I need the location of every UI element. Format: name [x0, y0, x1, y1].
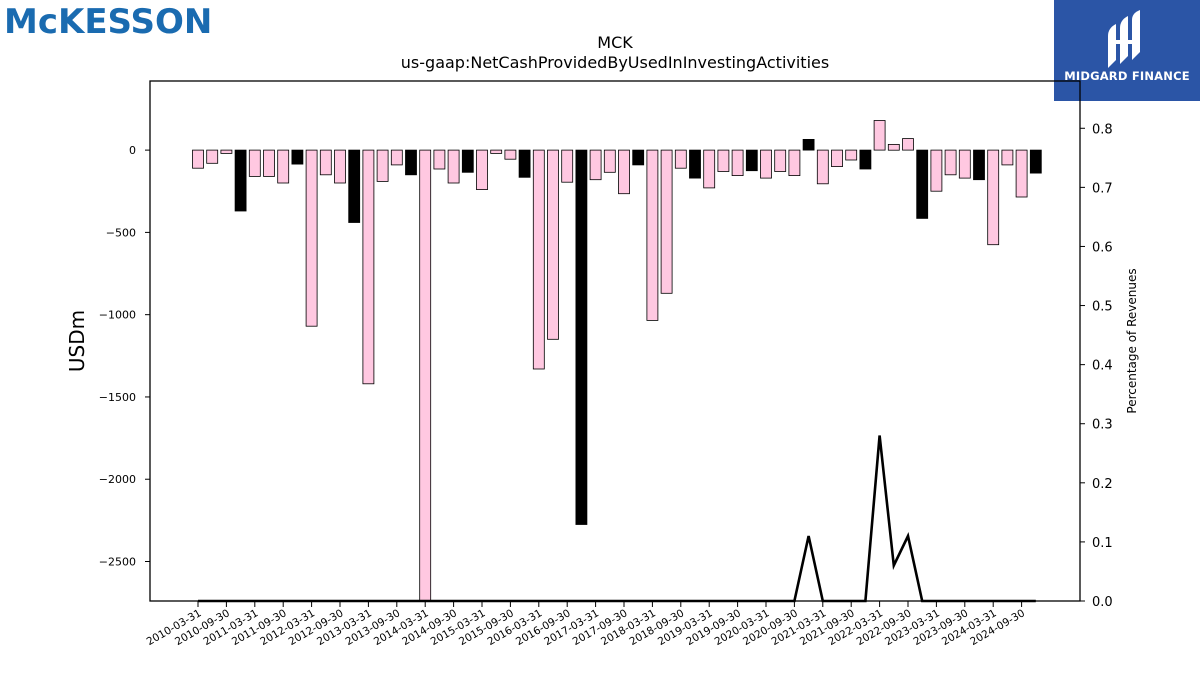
bar: [944, 149, 957, 176]
percentage-line-series: [198, 435, 1036, 603]
bar: [618, 149, 630, 195]
bar: [561, 149, 574, 183]
right-y-tick-label: 0.7: [1092, 181, 1113, 196]
y-axis-label: USDm: [65, 310, 89, 372]
x-axis-ticks: 2010-03-312010-09-302011-03-312011-09-30…: [145, 601, 1027, 648]
bar: [461, 149, 474, 173]
bar: [263, 149, 275, 177]
bar: [774, 149, 787, 172]
bar: [490, 149, 503, 154]
mckesson-logo-text: McKESSON: [4, 2, 213, 42]
right-y-tick-label: 0.2: [1092, 477, 1113, 492]
bar: [958, 149, 971, 179]
y-tick-label: −2500: [99, 556, 136, 569]
bar: [504, 149, 517, 160]
bar: [816, 149, 829, 185]
bar: [575, 149, 588, 525]
bar: [646, 149, 659, 321]
bar: [987, 149, 1000, 246]
bar: [248, 149, 261, 177]
y-tick-label: −1000: [99, 309, 136, 322]
bar: [731, 149, 744, 177]
bar: [859, 149, 872, 170]
bar: [717, 149, 730, 172]
bar: [1001, 149, 1014, 166]
bar: [831, 149, 843, 168]
bar: [703, 149, 716, 189]
right-y-tick-label: 0.8: [1092, 122, 1113, 137]
bar: [405, 149, 417, 176]
bar: [362, 149, 375, 385]
bar: [845, 149, 858, 161]
chart-title: MCK: [597, 33, 633, 52]
bar: [930, 149, 943, 192]
bar: [603, 149, 616, 173]
y-tick-label: 0: [129, 144, 136, 157]
bar: [589, 149, 602, 181]
bar: [887, 143, 900, 151]
bar: [234, 149, 247, 212]
bar: [1029, 149, 1042, 174]
bar: [376, 149, 389, 182]
bar-series: [192, 120, 1042, 602]
bar: [220, 149, 233, 154]
chart-subtitle: us-gaap:NetCashProvidedByUsedInInvesting…: [401, 53, 829, 72]
midgard-emblem-icon: [1108, 10, 1140, 68]
right-y-tick-label: 0.5: [1092, 300, 1113, 315]
y-tick-label: −2000: [99, 473, 136, 486]
right-y-tick-label: 0.3: [1092, 418, 1113, 433]
right-y-tick-label: 0.0: [1092, 595, 1113, 610]
midgard-finance-wordmark: MIDGARD FINANCE: [1064, 69, 1190, 83]
bar: [476, 149, 488, 191]
bar: [518, 149, 531, 178]
bar: [916, 149, 929, 219]
midgard-finance-logo: MIDGARD FINANCE: [1054, 0, 1200, 101]
bar: [348, 149, 361, 223]
bar: [660, 149, 673, 294]
bar: [745, 149, 758, 172]
bar: [319, 149, 332, 176]
right-y-tick-label: 0.1: [1092, 536, 1113, 551]
bar: [291, 149, 304, 165]
plot-frame: [149, 80, 1081, 602]
bar: [973, 149, 985, 181]
bar: [873, 120, 886, 151]
bar: [433, 149, 446, 170]
bar: [902, 138, 914, 151]
bar: [277, 149, 290, 184]
y-axis-ticks: 0 −500 −1000 −1500 −2000 −2500: [99, 144, 150, 569]
bar: [802, 138, 815, 151]
bar: [547, 149, 559, 340]
right-y-tick-label: 0.4: [1092, 359, 1113, 374]
mckesson-logo: McKESSON: [4, 2, 212, 42]
right-y-tick-label: 0.6: [1092, 240, 1113, 255]
y-tick-label: −500: [106, 226, 136, 239]
bar: [532, 149, 545, 370]
percentage-line: [198, 435, 1036, 603]
bar: [305, 149, 318, 327]
bar: [419, 149, 432, 602]
bar: [192, 149, 204, 169]
bar: [760, 149, 772, 179]
bar: [206, 149, 219, 164]
bar: [674, 149, 687, 169]
bar: [1015, 149, 1028, 198]
bar: [788, 149, 801, 177]
bar: [390, 149, 403, 166]
bar: [632, 149, 645, 166]
bar: [447, 149, 460, 184]
bar: [689, 149, 701, 179]
y-tick-label: −1500: [99, 391, 136, 404]
right-y-axis-ticks: 0.0 0.1 0.2 0.3 0.4 0.5 0.6 0.7 0.8: [1080, 122, 1113, 610]
right-y-axis-label: Percentage of Revenues: [1125, 268, 1139, 413]
bar: [334, 149, 346, 184]
